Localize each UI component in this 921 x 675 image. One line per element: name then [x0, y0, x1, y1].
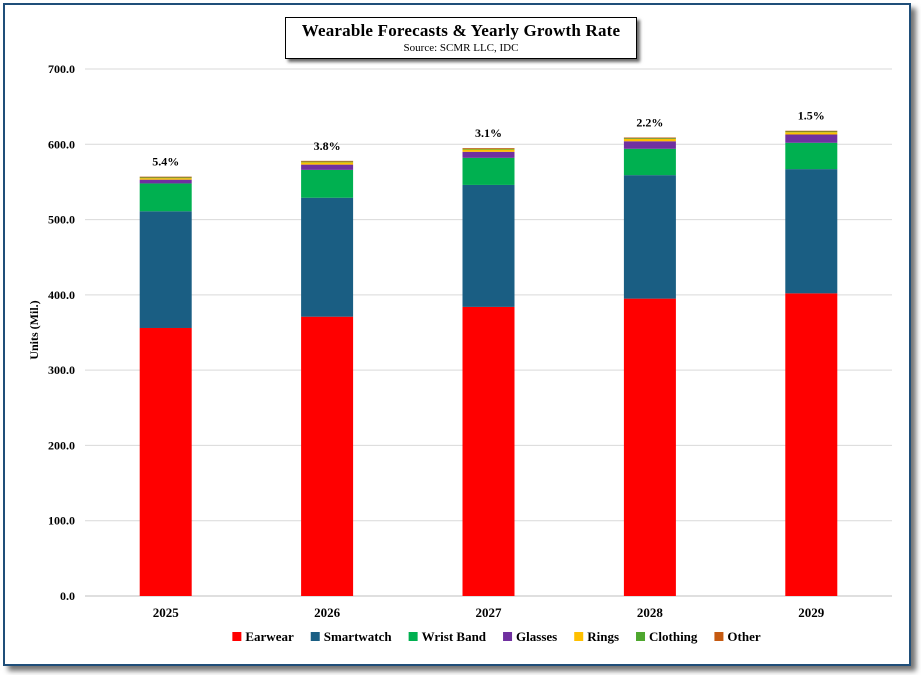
- y-tick-label: 100.0: [48, 514, 75, 528]
- legend-swatch: [408, 632, 418, 641]
- bar-segment: [301, 316, 354, 596]
- legend-swatch: [574, 632, 584, 641]
- growth-rate-label: 3.8%: [314, 139, 341, 153]
- bar-segment: [623, 137, 676, 139]
- bar-segment: [139, 177, 192, 179]
- y-tick-label: 500.0: [48, 213, 75, 227]
- x-axis-ticks: 2025 2026 2027 2028 2029: [153, 605, 825, 620]
- bars: [139, 130, 838, 596]
- bar-segment: [785, 130, 838, 132]
- bar-segment: [301, 169, 354, 198]
- bar-segment: [623, 148, 676, 176]
- x-tick-label: 2025: [153, 605, 180, 620]
- growth-rate-label: 5.4%: [152, 155, 179, 169]
- bar-segment: [462, 306, 515, 596]
- legend-label: Glasses: [516, 629, 557, 644]
- bar-segment: [139, 327, 192, 596]
- bar-segment: [623, 298, 676, 596]
- legend-label: Wrist Band: [422, 629, 487, 644]
- bar-segment: [301, 160, 354, 162]
- bar-segment: [139, 183, 192, 212]
- bar-segment: [301, 161, 354, 163]
- growth-rate-label: 3.1%: [475, 126, 502, 140]
- legend-item: Clothing: [636, 629, 698, 644]
- x-tick-label: 2028: [637, 605, 664, 620]
- bar-segment: [462, 149, 515, 152]
- bar-segment: [301, 164, 354, 170]
- legend-item: Earwear: [232, 629, 294, 644]
- legend-label: Rings: [587, 629, 619, 644]
- legend: Earwear Smartwatch Wrist Band Glasses Rings C…: [232, 629, 761, 644]
- bar-segment: [623, 139, 676, 142]
- y-axis-ticks: 0.0 100.0 200.0 300.0 400.0 500.0 600.0 700.0: [48, 62, 75, 603]
- bar-segment: [623, 175, 676, 299]
- legend-item: Wrist Band: [408, 629, 487, 644]
- bar-segment: [785, 132, 838, 135]
- legend-label: Earwear: [245, 629, 294, 644]
- x-tick-label: 2029: [798, 605, 825, 620]
- chart-subtitle: Source: SCMR LLC, IDC: [403, 42, 519, 54]
- bar-segment: [785, 293, 838, 596]
- legend-item: Glasses: [503, 629, 557, 644]
- bar-segment: [462, 151, 515, 158]
- y-tick-label: 700.0: [48, 62, 75, 76]
- chart-frame: 0.0 100.0 200.0 300.0 400.0 500.0 600.0 700.0 2…: [3, 3, 911, 666]
- bar-segment: [462, 148, 515, 150]
- y-tick-label: 0.0: [60, 589, 75, 603]
- y-tick-label: 400.0: [48, 288, 75, 302]
- bar-segment: [139, 211, 192, 328]
- legend-swatch: [503, 632, 513, 641]
- bar-segment: [785, 131, 838, 133]
- title-box: Wearable Forecasts & Yearly Growth Rate …: [285, 17, 637, 59]
- bar-segment: [139, 176, 192, 178]
- y-axis-label: Units (Mil.): [27, 300, 41, 359]
- growth-annotations: 5.4% 3.8% 3.1% 2.2% 1.5%: [152, 109, 825, 169]
- legend-swatch: [232, 632, 242, 641]
- legend-swatch: [310, 632, 320, 641]
- legend-item: Other: [714, 629, 761, 644]
- legend-label: Clothing: [649, 629, 698, 644]
- chart-title: Wearable Forecasts & Yearly Growth Rate: [301, 21, 621, 40]
- bar-segment: [301, 162, 354, 165]
- bar-segment: [139, 178, 192, 180]
- bar-segment: [139, 179, 192, 184]
- growth-rate-label: 1.5%: [798, 109, 825, 123]
- x-tick-label: 2027: [476, 605, 503, 620]
- bar-segment: [623, 141, 676, 149]
- bar-segment: [623, 138, 676, 140]
- y-tick-label: 300.0: [48, 363, 75, 377]
- x-tick-label: 2026: [314, 605, 341, 620]
- bar-segment: [785, 134, 838, 143]
- bar-segment: [462, 157, 515, 185]
- y-tick-label: 200.0: [48, 438, 75, 452]
- legend-swatch: [714, 632, 724, 641]
- y-tick-label: 600.0: [48, 137, 75, 151]
- bar-segment: [462, 148, 515, 149]
- bar-segment: [462, 184, 515, 307]
- legend-swatch: [636, 632, 646, 641]
- legend-item: Smartwatch: [310, 629, 393, 644]
- bar-segment: [785, 169, 838, 294]
- legend-label: Other: [727, 629, 760, 644]
- bar-segment: [785, 142, 838, 170]
- legend-label: Smartwatch: [324, 629, 393, 644]
- stacked-bar-chart: 0.0 100.0 200.0 300.0 400.0 500.0 600.0 700.0 2…: [27, 62, 892, 644]
- growth-rate-label: 2.2%: [636, 116, 663, 130]
- bar-segment: [301, 197, 354, 317]
- legend-item: Rings: [574, 629, 619, 644]
